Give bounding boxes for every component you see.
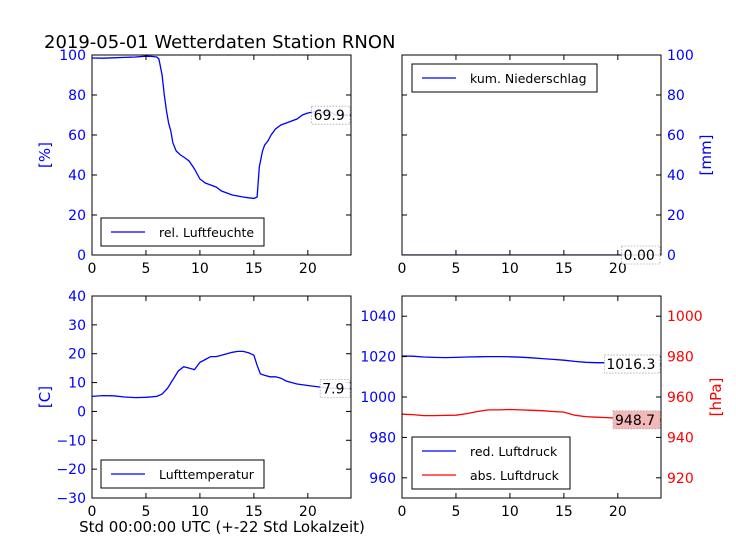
pressure-ytick-label: 1040 [360,309,396,325]
precipitation-xtick-label: 15 [555,261,573,277]
pressure-legend-box [411,436,571,490]
humidity-ytick-label: 0 [77,248,86,264]
temperature-ytick-label: 20 [68,347,86,363]
humidity-legend: rel. Luftfeuchte [100,217,265,247]
precipitation-ytick-label: 100 [667,48,694,64]
temperature-xtick-label: 20 [299,504,317,520]
humidity-ytick-label: 100 [59,48,86,64]
temperature-ytick-label: −30 [56,491,86,507]
temperature-last-value-box [319,379,351,399]
precipitation-ytick-label: 60 [667,128,685,144]
figure-title: 2019-05-01 Wetterdaten Station RNON [44,32,395,53]
pressure-legend: red. Luftdruck abs. Luftdruck [411,436,571,490]
humidity-ytick-label: 40 [68,168,86,184]
temperature-xtick-label: 5 [141,504,150,520]
pressure-legend-label: red. Luftdruck [470,444,558,459]
precipitation-xtick-label: 10 [501,261,519,277]
precipitation-ytick-label: 20 [667,208,685,224]
temperature-legend-label: Lufttemperatur [159,467,255,482]
temperature-legend: Lufttemperatur [100,459,265,489]
pressure-xtick-label: 15 [555,504,573,520]
precipitation-frame [401,54,662,256]
humidity-series-0-line [92,55,351,200]
x-axis-label: Std 00:00:00 UTC (+-22 Std Lokalzeit) [79,518,365,536]
precipitation-last-value: 0.00 [624,248,655,264]
humidity-legend-label: rel. Luftfeuchte [159,225,254,240]
humidity-xtick-label: 15 [245,261,263,277]
pressure-last-value: 1016.3 [606,357,655,373]
temperature-ytick-label: −20 [56,462,86,478]
humidity-ytick-label: 80 [68,88,86,104]
precipitation-legend: kum. Niederschlag [411,63,598,93]
precipitation-ylabel: [mm] [697,135,715,176]
temperature-xtick-label: 15 [245,504,263,520]
humidity-frame [91,54,352,256]
pressure-ylabel: [hPa] [707,378,725,417]
pressure-ytick-label: 1020 [360,350,396,366]
pressure-ytick-label: 980 [369,430,396,446]
humidity-ylabel: [%] [36,142,54,168]
pressure-ytick-right-label: 940 [667,430,694,446]
humidity-xtick-label: 5 [141,261,150,277]
precipitation-panel: 0 5 10 15 20 0 20 40 60 80 100 [mm] kum. Niederschla… [398,48,715,277]
temperature-panel: 0 5 10 15 20 −30 −20 −10 0 10 20 30 40 [C] Lufttempera… [36,289,352,520]
temperature-ytick-label: 40 [68,289,86,305]
pressure-last-value: 948.7 [615,413,655,429]
humidity-xtick-label: 0 [88,261,97,277]
temperature-ytick-label: −10 [56,433,86,449]
precipitation-xtick-label: 0 [398,261,407,277]
humidity-last-value-box [311,105,351,125]
pressure-xtick-label: 0 [398,504,407,520]
temperature-last-value: 7.9 [322,382,344,398]
pressure-ytick-label: 960 [369,471,396,487]
temperature-ytick-label: 0 [77,404,86,420]
temperature-ylabel: [C] [36,386,54,408]
temperature-ytick-label: 10 [68,376,86,392]
humidity-ytick-label: 60 [68,128,86,144]
temperature-xtick-label: 0 [88,504,97,520]
pressure-panel: 0 5 10 15 20 960 980 1000 1020 1040 920 940 960 980 10… [360,295,725,520]
pressure-ytick-label: 1000 [360,390,396,406]
precipitation-legend-label: kum. Niederschlag [470,71,587,86]
precipitation-xtick-label: 20 [609,261,627,277]
temperature-frame [91,295,352,499]
humidity-ytick-label: 20 [68,208,86,224]
humidity-last-value: 69.9 [314,108,345,124]
precipitation-ytick-label: 0 [667,248,676,264]
temperature-series-0-line [92,350,351,399]
precipitation-ytick-label: 80 [667,88,685,104]
precipitation-last-value-box [621,245,661,265]
pressure-last-value-box [612,410,661,430]
pressure-legend-label: abs. Luftdruck [470,468,560,483]
humidity-panel: 0 5 10 15 20 0 20 40 60 80 100 [%] rel. Luftfeuchte 6… [36,48,352,277]
temperature-xtick-label: 10 [191,504,209,520]
pressure-xtick-label: 10 [501,504,519,520]
pressure-ytick-right-label: 980 [667,350,694,366]
pressure-last-value-box [604,354,661,374]
pressure-ytick-right-label: 920 [667,471,694,487]
precipitation-ytick-label: 40 [667,168,685,184]
pressure-xtick-label: 5 [451,504,460,520]
temperature-ytick-label: 30 [68,318,86,334]
pressure-xtick-label: 20 [609,504,627,520]
humidity-xtick-label: 20 [299,261,317,277]
pressure-ytick-right-label: 960 [667,390,694,406]
precipitation-xtick-label: 5 [451,261,460,277]
humidity-xtick-label: 10 [191,261,209,277]
pressure-ytick-right-label: 1000 [667,309,703,325]
